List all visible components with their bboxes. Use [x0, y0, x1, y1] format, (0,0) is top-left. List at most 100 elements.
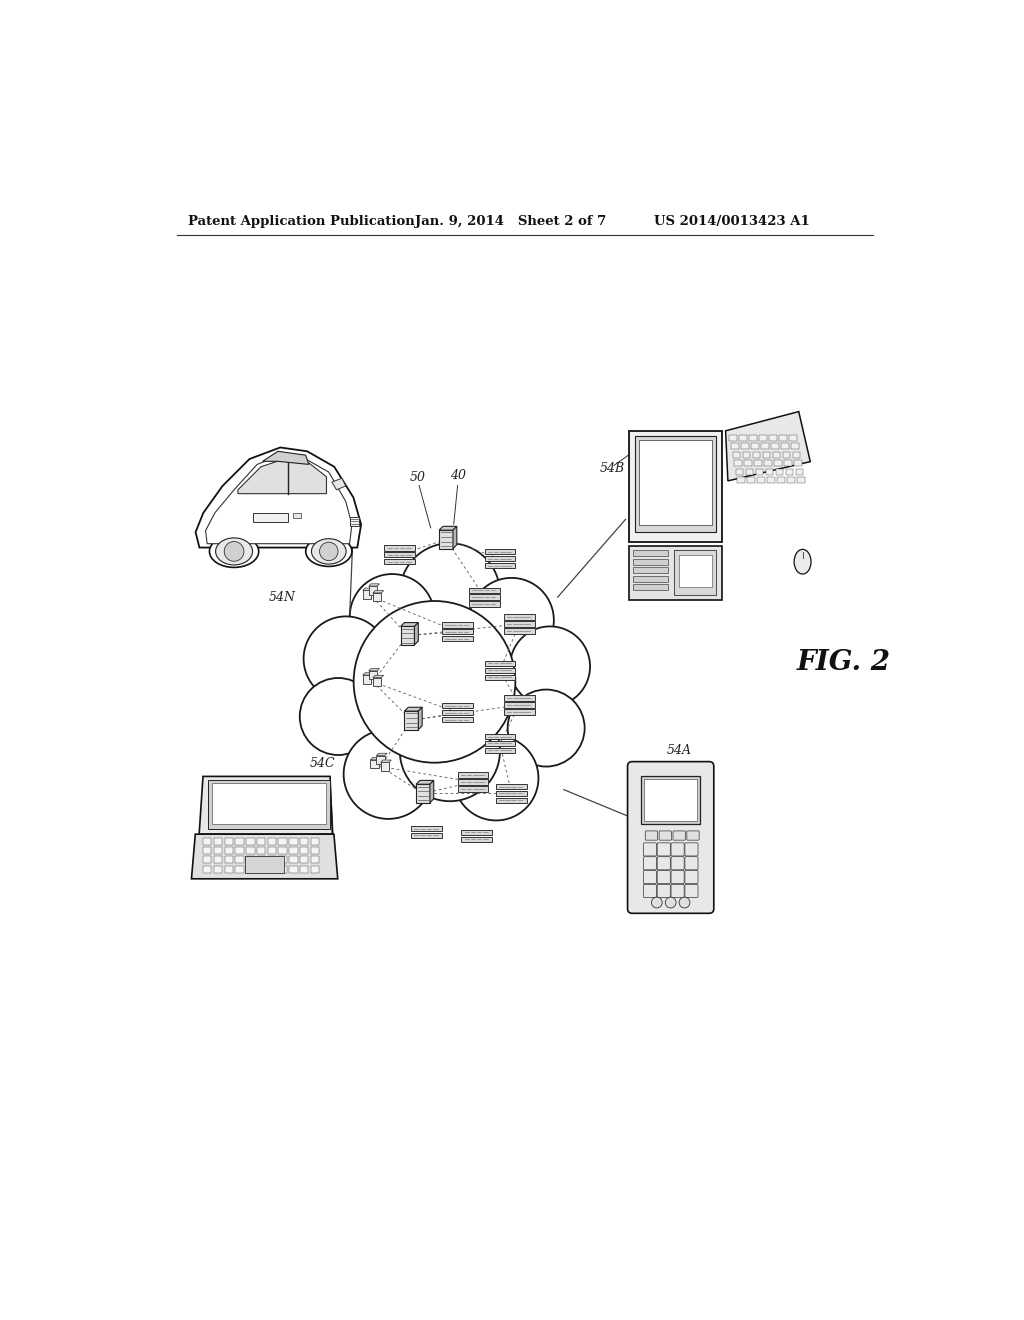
Bar — [267, 847, 276, 854]
Bar — [484, 747, 515, 754]
Bar — [469, 587, 500, 593]
Bar — [442, 622, 473, 627]
Bar — [267, 857, 276, 863]
Bar — [734, 461, 741, 466]
Bar — [214, 866, 222, 873]
Bar — [793, 451, 801, 458]
Bar — [384, 552, 416, 557]
Bar — [784, 461, 792, 466]
FancyBboxPatch shape — [643, 843, 656, 855]
Text: US 2014/0013423 A1: US 2014/0013423 A1 — [654, 215, 810, 228]
Bar — [289, 838, 298, 845]
Bar — [212, 783, 327, 824]
Text: 54A: 54A — [667, 744, 692, 758]
Bar — [769, 434, 777, 441]
Bar — [442, 636, 473, 642]
Bar — [782, 451, 791, 458]
Circle shape — [679, 898, 690, 908]
Polygon shape — [404, 708, 422, 711]
Bar — [496, 784, 527, 789]
Bar — [484, 675, 515, 680]
Text: 50: 50 — [410, 471, 426, 484]
Text: 54N: 54N — [268, 591, 296, 605]
Bar — [771, 444, 778, 449]
Bar — [246, 857, 255, 863]
FancyBboxPatch shape — [687, 830, 699, 840]
Bar — [781, 444, 788, 449]
Bar — [741, 444, 749, 449]
Bar — [777, 477, 784, 483]
Bar — [209, 780, 330, 829]
Ellipse shape — [399, 544, 500, 643]
Bar — [756, 469, 763, 475]
Polygon shape — [453, 527, 457, 549]
Bar — [504, 615, 535, 620]
Bar — [257, 857, 265, 863]
Bar — [412, 826, 442, 832]
Bar — [504, 709, 535, 714]
Polygon shape — [362, 673, 374, 675]
Bar — [289, 847, 298, 854]
Bar — [384, 545, 416, 550]
Ellipse shape — [469, 578, 554, 663]
Bar — [203, 847, 212, 854]
Ellipse shape — [300, 678, 377, 755]
Bar — [796, 469, 804, 475]
FancyBboxPatch shape — [685, 857, 698, 870]
Bar — [791, 444, 799, 449]
Bar — [644, 779, 697, 821]
Polygon shape — [377, 754, 387, 755]
Bar — [203, 857, 212, 863]
Bar — [458, 779, 488, 784]
FancyBboxPatch shape — [685, 843, 698, 855]
Bar — [633, 550, 668, 556]
Bar — [224, 847, 233, 854]
Bar — [484, 549, 515, 554]
Polygon shape — [369, 668, 380, 671]
Bar — [504, 622, 535, 627]
Bar — [412, 833, 442, 838]
Text: 54C: 54C — [309, 756, 335, 770]
FancyBboxPatch shape — [671, 884, 684, 898]
Bar — [751, 444, 759, 449]
Polygon shape — [332, 478, 346, 490]
Bar — [300, 838, 308, 845]
Bar — [739, 434, 748, 441]
Bar — [735, 469, 743, 475]
Bar — [246, 855, 284, 873]
Bar — [767, 477, 775, 483]
Bar — [369, 671, 377, 680]
FancyBboxPatch shape — [643, 857, 656, 870]
Bar — [253, 513, 288, 523]
Bar — [257, 847, 265, 854]
Polygon shape — [373, 590, 384, 593]
Bar — [790, 434, 798, 441]
Ellipse shape — [344, 730, 433, 818]
Circle shape — [319, 543, 338, 561]
Polygon shape — [199, 776, 333, 834]
Bar — [371, 760, 379, 768]
Bar — [633, 576, 668, 582]
Text: 40: 40 — [450, 469, 466, 482]
Bar — [257, 838, 265, 845]
Bar — [442, 704, 473, 709]
Bar — [750, 434, 757, 441]
FancyBboxPatch shape — [657, 884, 671, 898]
Bar — [236, 847, 244, 854]
Bar — [214, 847, 222, 854]
Bar — [203, 866, 212, 873]
Bar — [224, 857, 233, 863]
Polygon shape — [362, 589, 374, 590]
Ellipse shape — [508, 689, 585, 767]
Bar — [772, 451, 780, 458]
Bar — [442, 717, 473, 722]
Bar — [785, 469, 794, 475]
Bar — [300, 866, 308, 873]
Bar — [679, 554, 712, 587]
Circle shape — [651, 898, 663, 908]
Bar — [787, 477, 795, 483]
Bar — [203, 838, 212, 845]
Bar — [442, 710, 473, 715]
Bar — [504, 696, 535, 701]
Polygon shape — [262, 451, 309, 465]
